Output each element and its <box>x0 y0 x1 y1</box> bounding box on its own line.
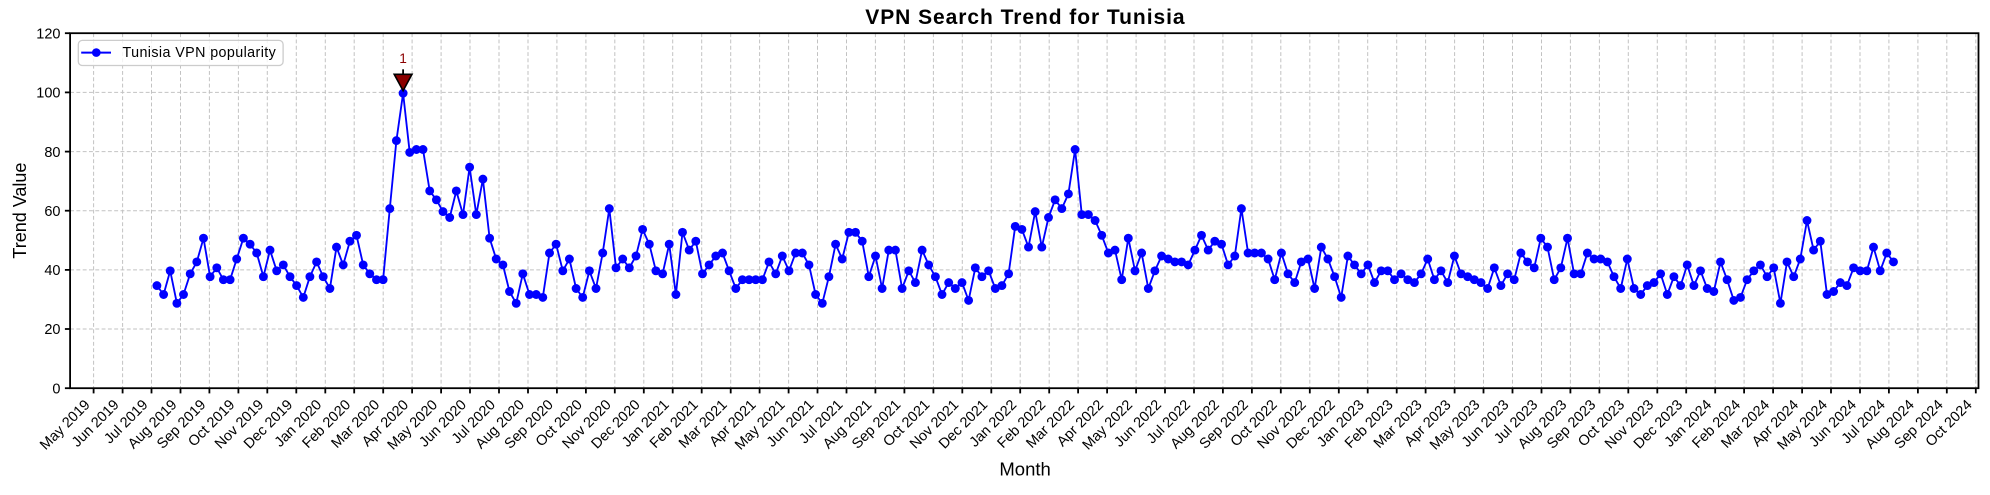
svg-text:Month: Month <box>999 459 1050 480</box>
svg-text:20: 20 <box>44 322 60 338</box>
svg-text:60: 60 <box>44 204 60 220</box>
svg-text:VPN Search Trend for Tunisia: VPN Search Trend for Tunisia <box>865 6 1185 29</box>
svg-text:0: 0 <box>52 381 60 397</box>
svg-text:80: 80 <box>44 145 60 161</box>
svg-text:40: 40 <box>44 263 60 279</box>
svg-text:Trend Value: Trend Value <box>10 163 30 259</box>
svg-text:120: 120 <box>36 26 60 42</box>
svg-text:Tunisia VPN popularity: Tunisia VPN popularity <box>123 45 277 61</box>
svg-text:100: 100 <box>36 86 60 102</box>
svg-text:1: 1 <box>399 51 407 66</box>
